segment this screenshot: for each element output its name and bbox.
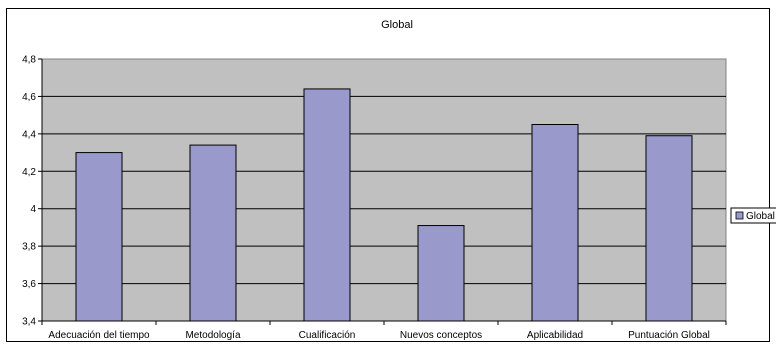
bar bbox=[75, 152, 123, 322]
y-tick-label: 4,2 bbox=[22, 167, 36, 178]
x-tick-label: Aplicabilidad bbox=[527, 330, 583, 341]
y-tick-label: 3,8 bbox=[22, 242, 36, 253]
y-tick-label: 4,8 bbox=[22, 55, 36, 66]
chart-title: Global bbox=[381, 19, 413, 31]
y-tick-label: 4 bbox=[30, 204, 36, 215]
y-tick-label: 3,6 bbox=[22, 279, 36, 290]
y-axis: 3,4 3,6 3,8 4 4,2 4,4 4,6 4,8 bbox=[22, 55, 43, 328]
bars bbox=[75, 88, 693, 322]
x-tick-label: Cualificación bbox=[299, 330, 356, 341]
legend-label-global: Global bbox=[746, 211, 775, 222]
y-tick-label: 4,4 bbox=[22, 129, 36, 140]
x-tick-label: Adecuación del tiempo bbox=[48, 330, 150, 341]
gridlines bbox=[42, 95, 726, 285]
plot-area bbox=[41, 58, 727, 322]
legend: Global bbox=[730, 207, 776, 224]
bar bbox=[303, 88, 351, 322]
bar bbox=[417, 225, 465, 322]
y-tick-label: 3,4 bbox=[22, 317, 36, 328]
bar bbox=[531, 124, 579, 322]
x-tick-label: Nuevos conceptos bbox=[400, 330, 482, 341]
x-tick-label: Metodología bbox=[185, 330, 240, 341]
legend-swatch-global bbox=[735, 211, 744, 220]
bar bbox=[189, 144, 237, 322]
x-tick-label: Puntuación Global bbox=[628, 330, 710, 341]
y-tick-label: 4,6 bbox=[22, 92, 36, 103]
bar bbox=[645, 135, 693, 322]
x-axis: Adecuación del tiempo Metodología Cualific… bbox=[41, 320, 727, 341]
